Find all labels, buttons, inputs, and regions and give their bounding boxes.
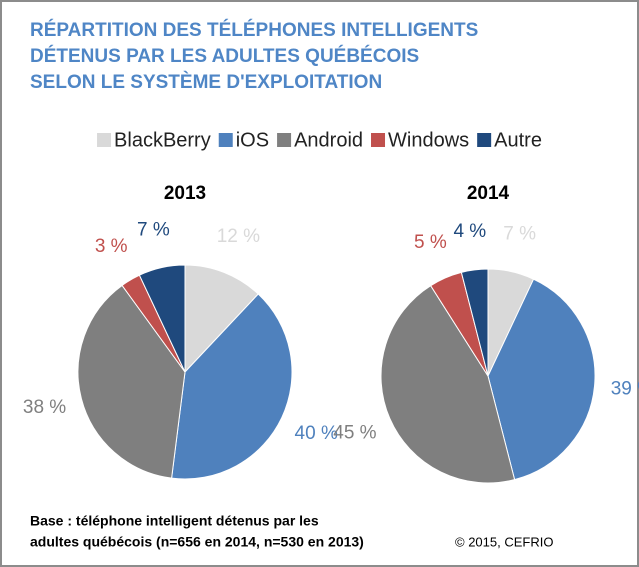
value-label: 4 % [453, 221, 486, 242]
value-label: 3 % [95, 236, 128, 257]
legend-swatch [371, 133, 386, 147]
pie-slice [184, 264, 259, 374]
pie-slice [171, 293, 293, 480]
pie-slice [380, 284, 516, 484]
legend-label: Autre [494, 129, 542, 151]
legend-label: BlackBerry [114, 129, 211, 151]
pie-slice [77, 284, 186, 479]
chart-title: RÉPARTITION DES TÉLÉPHONES INTELLIGENTS [30, 19, 478, 41]
pie-title: 2014 [467, 183, 510, 204]
legend-label: Windows [388, 129, 469, 151]
pie-title: 2013 [164, 183, 206, 204]
value-label: 5 % [414, 232, 447, 253]
chart-title: SELON LE SYSTÈME D'EXPLOITATION [30, 71, 382, 93]
value-label: 7 % [503, 224, 536, 245]
chart-title: DÉTENUS PAR LES ADULTES QUÉBÉCOIS [30, 45, 419, 67]
legend-label: Android [294, 129, 363, 151]
pie-slice [460, 268, 489, 377]
legend-swatch [477, 133, 492, 147]
footnote: Base : téléphone intelligent détenus par… [30, 513, 319, 529]
value-label: 38 % [23, 397, 66, 418]
legend-swatch [277, 133, 292, 147]
pie-slice [487, 278, 596, 481]
legend-swatch [97, 133, 112, 147]
pie-slice [138, 264, 186, 373]
legend-label: iOS [236, 129, 269, 151]
legend-swatch [218, 133, 233, 147]
credit: © 2015, CEFRIO [455, 534, 553, 549]
value-label: 39 % [611, 379, 639, 400]
value-label: 45 % [333, 423, 376, 444]
value-label: 7 % [137, 220, 170, 241]
footnote: adultes québécois (n=656 en 2014, n=530 … [30, 534, 364, 550]
value-label: 40 % [295, 423, 338, 444]
value-label: 12 % [217, 226, 260, 247]
